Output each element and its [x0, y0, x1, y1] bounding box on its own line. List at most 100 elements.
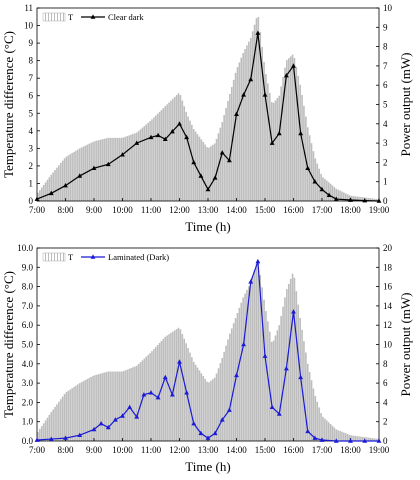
legend-label-T: T: [68, 252, 74, 262]
bar: [335, 429, 338, 441]
bar: [50, 412, 53, 441]
bar: [107, 137, 110, 201]
bar: [333, 187, 336, 201]
bar: [225, 345, 227, 441]
bar: [375, 438, 377, 441]
bar: [77, 149, 79, 201]
bar: [251, 276, 254, 441]
y-right-tick-label: 3: [383, 138, 388, 148]
legend-label-line: Clear dark: [108, 12, 144, 22]
data-point-marker: [34, 437, 40, 442]
y-left-tick-label: 11: [24, 3, 33, 13]
bar: [54, 406, 56, 441]
bar: [164, 336, 167, 441]
bar: [329, 424, 332, 441]
bar: [324, 418, 326, 441]
bar: [350, 435, 353, 441]
data-point-marker: [376, 198, 382, 203]
bar: [42, 423, 45, 441]
bar: [170, 332, 172, 441]
x-tick-label: 9:00: [86, 445, 103, 455]
bar: [261, 46, 263, 201]
bar: [253, 270, 256, 441]
y-right-tick-label: 9: [383, 22, 388, 32]
bar: [86, 144, 89, 201]
bar: [369, 437, 372, 441]
data-point-marker: [212, 430, 218, 436]
bar: [75, 385, 77, 441]
bar: [287, 284, 290, 441]
bar: [61, 396, 64, 441]
bar: [63, 394, 66, 441]
bar: [306, 127, 309, 201]
data-point-marker: [91, 165, 97, 170]
bar: [156, 345, 159, 441]
bar: [132, 133, 134, 201]
bar: [177, 327, 180, 441]
y-left-tick-label: 8.0: [22, 282, 34, 292]
bar: [282, 306, 284, 441]
bar: [325, 420, 328, 441]
bar: [356, 196, 358, 201]
bar: [327, 182, 330, 201]
bar: [204, 378, 206, 441]
bar: [61, 160, 64, 201]
bar: [183, 338, 186, 441]
bar: [295, 291, 298, 441]
bar: [59, 162, 62, 201]
bar: [327, 422, 330, 441]
y-left-tick-label: 9.0: [22, 262, 34, 272]
bar: [173, 96, 176, 201]
bar: [48, 414, 51, 441]
bar: [109, 137, 111, 201]
bar: [259, 31, 262, 201]
bar: [113, 137, 115, 201]
data-point-marker: [205, 186, 211, 192]
x-tick-label: 12:00: [169, 205, 190, 215]
bar: [122, 371, 125, 441]
bar: [316, 401, 319, 441]
bar: [67, 390, 70, 441]
bar: [343, 432, 345, 441]
y-left-tick-label: 6: [29, 91, 34, 101]
bar: [369, 198, 372, 201]
bar: [135, 365, 138, 441]
bar: [96, 140, 98, 201]
bar: [249, 37, 252, 202]
bar: [94, 141, 96, 201]
y-right-tick-label: 7: [383, 61, 388, 71]
bar: [177, 93, 180, 201]
y-right-tick-label: 0: [383, 196, 388, 206]
bar: [286, 60, 288, 201]
plot-frame: [36, 7, 380, 202]
bar: [172, 331, 174, 441]
bar: [48, 177, 51, 201]
bar: [196, 134, 199, 201]
bar: [67, 155, 70, 201]
bar: [145, 124, 148, 201]
bar: [194, 364, 197, 441]
bar: [37, 431, 39, 441]
bar: [356, 436, 358, 441]
bar: [73, 151, 75, 201]
bar: [259, 275, 262, 441]
bar: [308, 135, 311, 201]
bar: [143, 126, 146, 201]
bar: [204, 144, 206, 201]
bar: [244, 293, 246, 441]
bar: [162, 108, 165, 201]
bar: [92, 375, 94, 441]
bar: [284, 67, 286, 202]
bar: [276, 330, 279, 441]
bar: [350, 195, 353, 201]
bar: [240, 57, 243, 201]
bar: [208, 382, 210, 441]
bar: [54, 170, 56, 201]
bar: [94, 375, 96, 441]
data-point-marker: [198, 173, 204, 178]
bar: [223, 351, 225, 441]
x-tick-label: 16:00: [283, 205, 304, 215]
chart-clear-dark: 0 1 2 3 4 5 6 7 8 9 10 11 0 1 2 3 4 5 6 7 8 9 10 7:00 8:00 9:00 10…: [1, 3, 413, 234]
bar: [206, 147, 208, 201]
bar: [166, 104, 168, 201]
